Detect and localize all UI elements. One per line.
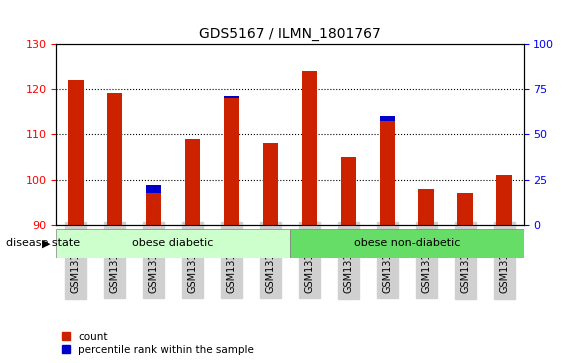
FancyBboxPatch shape	[56, 229, 290, 258]
Bar	[418, 189, 434, 225]
Text: disease state: disease state	[6, 238, 80, 248]
Bar	[379, 116, 395, 225]
Bar	[68, 80, 83, 225]
Bar	[263, 143, 278, 225]
Legend: count, percentile rank within the sample: count, percentile rank within the sample	[61, 332, 254, 355]
Bar	[107, 98, 123, 225]
Bar	[68, 94, 83, 225]
Bar	[107, 93, 123, 225]
Bar	[146, 193, 162, 225]
Bar	[185, 139, 200, 225]
Bar	[224, 98, 239, 225]
Bar	[185, 140, 200, 225]
Bar	[302, 71, 317, 225]
Bar	[497, 178, 512, 225]
Bar	[497, 175, 512, 225]
Bar	[457, 193, 473, 225]
Text: obese diabetic: obese diabetic	[132, 238, 214, 248]
Bar	[302, 93, 317, 225]
Bar	[379, 121, 395, 225]
Bar	[341, 165, 356, 225]
Bar	[263, 143, 278, 225]
Text: ▶: ▶	[42, 238, 51, 248]
Title: GDS5167 / ILMN_1801767: GDS5167 / ILMN_1801767	[199, 27, 381, 41]
Bar	[418, 198, 434, 225]
Bar	[457, 200, 473, 225]
Bar	[341, 157, 356, 225]
Text: obese non-diabetic: obese non-diabetic	[354, 238, 460, 248]
Bar	[146, 185, 162, 225]
Bar	[224, 96, 239, 225]
FancyBboxPatch shape	[290, 229, 524, 258]
